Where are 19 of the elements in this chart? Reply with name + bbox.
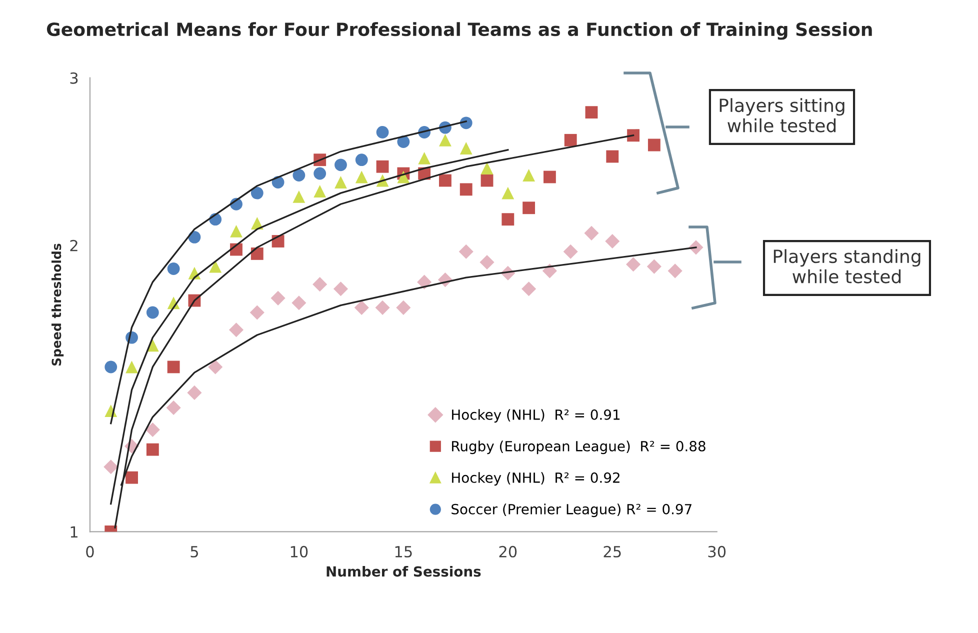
x-tick-label: 20	[499, 546, 517, 558]
x-tick-label: 25	[604, 546, 621, 558]
y-axis-title: Speed thresholds	[51, 244, 64, 366]
y-tick-label: 3	[70, 72, 78, 84]
legend-label: Rugby (European League) R² = 0.88	[452, 440, 706, 454]
x-tick-label: 15	[395, 546, 412, 558]
legend-label: Hockey (NHL) R² = 0.92	[452, 472, 620, 486]
chart-title: Geometrical Means for Four Professional Teams as a Function of Training Session	[46, 22, 872, 40]
text: Players sitting while tested	[720, 98, 844, 132]
x-tick-label: 0	[86, 546, 94, 558]
text: Players standing while tested	[774, 249, 920, 284]
y-tick-label: 2	[70, 240, 78, 252]
legend-label: Soccer (Premier League) R² = 0.97	[452, 504, 692, 518]
y-tick-label: 1	[70, 526, 78, 538]
x-tick-label: 10	[290, 546, 308, 558]
x-tick-label: 30	[708, 546, 726, 558]
x-axis-title: Number of Sessions	[326, 566, 481, 577]
legend-label: Hockey (NHL) R² = 0.91	[452, 409, 620, 423]
x-tick-label: 5	[190, 546, 198, 558]
